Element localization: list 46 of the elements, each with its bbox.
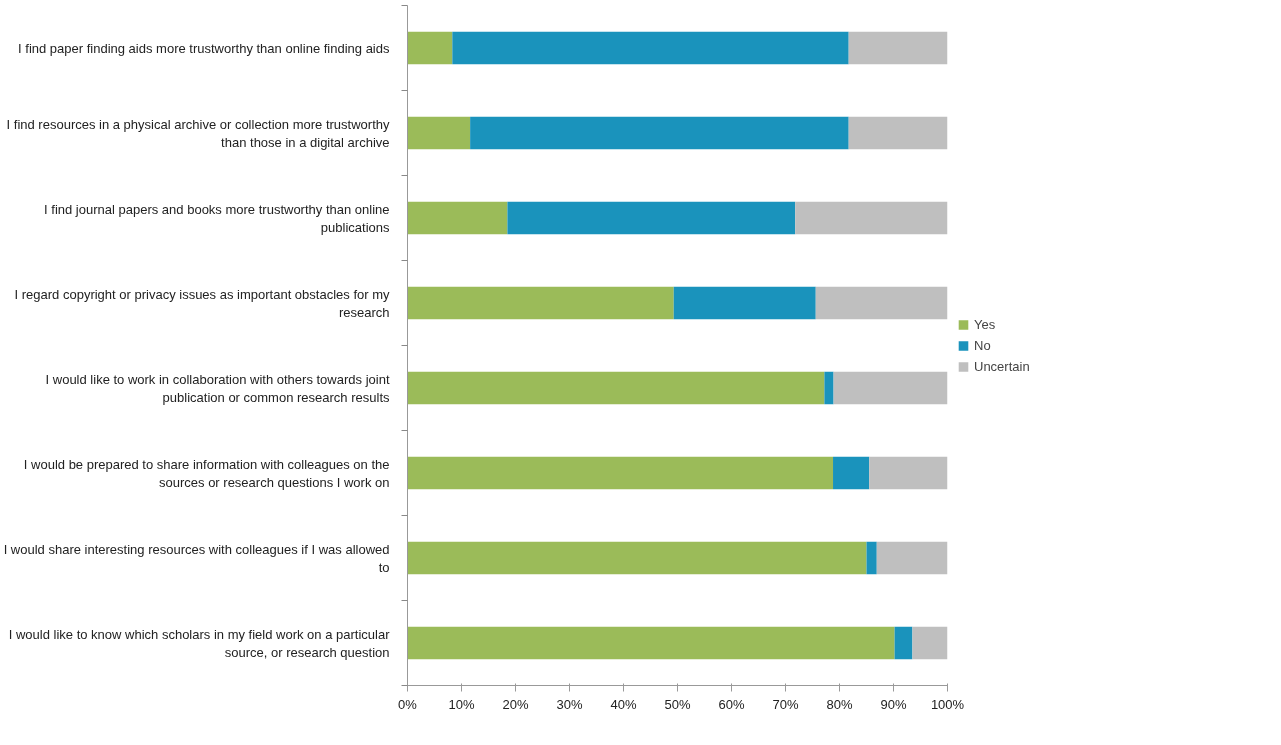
bar <box>833 456 870 490</box>
x-tick-label: 100% <box>930 696 965 712</box>
bar <box>407 456 834 490</box>
y-tick-label: I would share interesting resources with colleagues if I was allowed to <box>3 541 390 575</box>
x-tick-label: 60% <box>718 696 745 712</box>
x-tick-label: 50% <box>664 696 691 712</box>
bar <box>824 371 834 405</box>
bar <box>407 116 471 150</box>
bar <box>912 626 948 660</box>
y-tick-label: I would like to work in collaboration with others towards joint publication or common research results <box>45 371 390 405</box>
bar <box>848 31 948 65</box>
bar <box>866 541 877 575</box>
bar <box>507 201 796 235</box>
bar <box>876 541 948 575</box>
bar <box>848 116 948 150</box>
y-tick-label: I would be prepared to share information with colleagues on the sources or research questions I work on <box>23 456 390 490</box>
bar <box>894 626 913 660</box>
x-tick-label: 10% <box>448 696 475 712</box>
bar <box>407 626 895 660</box>
bar <box>673 286 816 320</box>
y-tick-label: I would like to know which scholars in my field work on a particular source, or research question <box>8 626 391 660</box>
y-tick-label: I regard copyright or privacy issues as important obstacles for my research <box>14 286 390 320</box>
legend-label: No <box>974 337 992 353</box>
bar <box>407 286 674 320</box>
bar <box>407 541 867 575</box>
bar <box>452 31 849 65</box>
x-tick-label: 40% <box>610 696 637 712</box>
legend-label: Yes <box>974 316 996 332</box>
bar <box>795 201 948 235</box>
bar <box>815 286 948 320</box>
x-tick-label: 0% <box>398 696 418 712</box>
y-tick-label: I find paper finding aids more trustworthy than online finding aids <box>18 40 390 56</box>
x-tick-label: 30% <box>556 696 583 712</box>
bar <box>407 371 825 405</box>
x-tick-label: 80% <box>826 696 853 712</box>
x-tick-label: 20% <box>502 696 529 712</box>
bar <box>407 31 453 65</box>
x-tick-label: 70% <box>772 696 799 712</box>
x-tick-label: 90% <box>880 696 907 712</box>
legend-label: Uncertain <box>974 358 1030 374</box>
bar <box>869 456 948 490</box>
bar <box>407 201 508 235</box>
y-tick-label: I find resources in a physical archive or collection more trustworthy than those in a digital archive <box>6 116 390 150</box>
bar <box>833 371 948 405</box>
y-tick-label: I find journal papers and books more trustworthy than online publications <box>44 201 390 235</box>
bar <box>470 116 849 150</box>
